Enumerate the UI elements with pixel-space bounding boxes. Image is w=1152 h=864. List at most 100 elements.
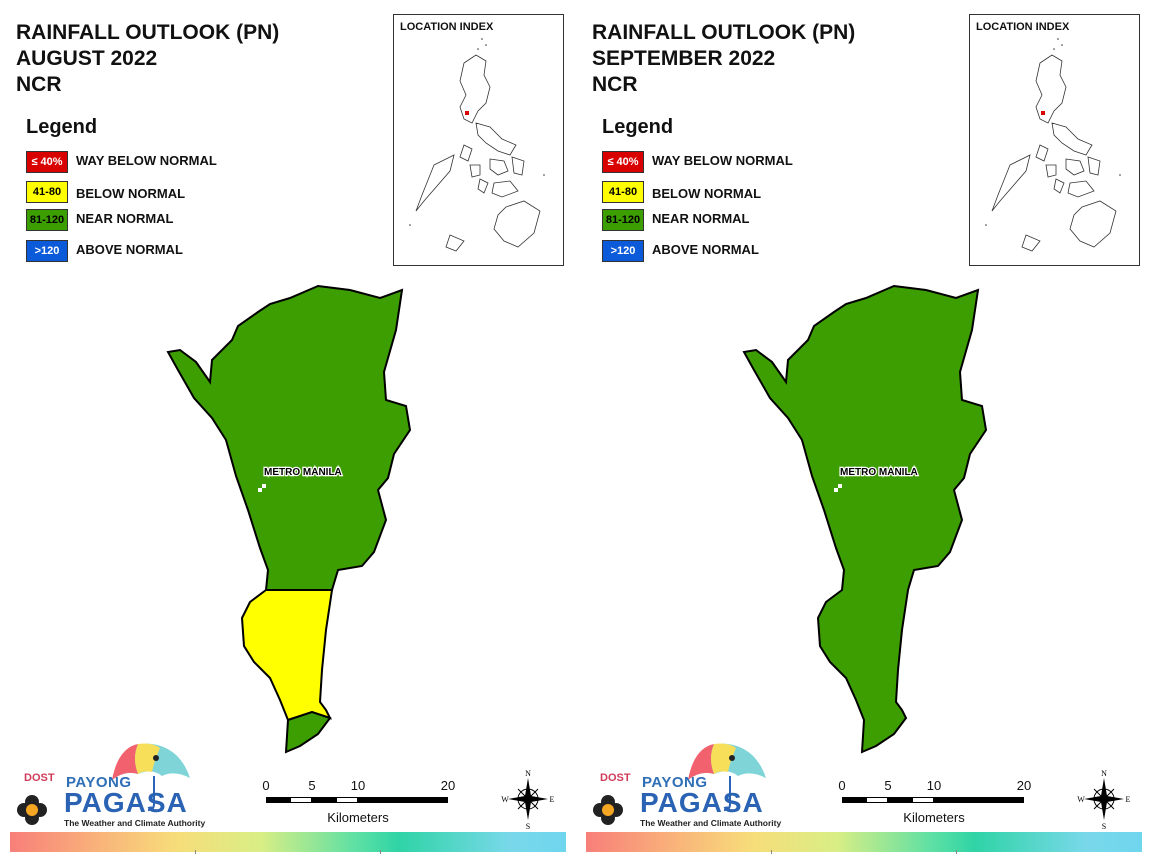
logo-payong: PAYONG xyxy=(66,774,132,791)
scale-tick: 10 xyxy=(926,778,942,793)
scale-segment xyxy=(290,797,312,803)
scale-segment xyxy=(358,797,448,803)
near-normal-zone xyxy=(166,284,412,591)
legend-swatch: >120 xyxy=(602,240,644,262)
footer-gradient-strip xyxy=(10,832,566,854)
manila-marker-pixel xyxy=(258,488,262,492)
philippines-outline-map xyxy=(985,38,1121,252)
scale-tick: 5 xyxy=(884,778,892,793)
strip-divider xyxy=(771,850,772,854)
scale-tick: 20 xyxy=(1016,778,1032,793)
compass-n: N xyxy=(1101,769,1107,778)
scale-segment xyxy=(866,797,888,803)
scale-segment xyxy=(312,797,336,803)
scale-segment xyxy=(266,797,290,803)
compass-rose-icon: N S W E xyxy=(501,769,555,831)
map-title: RAINFALL OUTLOOK (PN) AUGUST 2022 NCR xyxy=(16,20,279,98)
scale-tick: 10 xyxy=(350,778,366,793)
legend-label: ABOVE NORMAL xyxy=(76,242,183,257)
ncr-location-marker xyxy=(465,111,469,115)
philippines-outline-map xyxy=(409,38,545,252)
logo-tagline: The Weather and Climate Authority xyxy=(64,818,206,828)
legend-swatch: 41-80 xyxy=(602,181,644,203)
manila-marker xyxy=(838,484,842,488)
legend-label: WAY BELOW NORMAL xyxy=(652,153,793,168)
scale-bar: 0 5 10 20 Kilometers xyxy=(258,778,458,828)
strip-divider xyxy=(195,850,196,854)
north-arrow-compass: N S W E xyxy=(1076,766,1132,832)
logo-pagasa: PAGASA xyxy=(640,787,764,818)
manila-marker-pixel xyxy=(834,488,838,492)
scale-segment xyxy=(888,797,912,803)
title-line-3: NCR xyxy=(16,73,62,96)
footer-gradient-strip xyxy=(586,832,1142,854)
compass-e: E xyxy=(1126,795,1131,804)
below-normal-zone xyxy=(240,589,334,722)
legend-label: NEAR NORMAL xyxy=(76,211,174,226)
scale-segment xyxy=(842,797,866,803)
legend-title: Legend xyxy=(602,116,674,138)
scale-bar: 0 5 10 20 Kilometers xyxy=(834,778,1034,828)
panel-august: RAINFALL OUTLOOK (PN) AUGUST 2022 NCR Le… xyxy=(10,14,566,854)
ncr-rainfall-map-august: METRO MANILA xyxy=(166,284,412,754)
legend-label: BELOW NORMAL xyxy=(76,186,186,201)
compass-rose-icon: N S W E xyxy=(1077,769,1131,831)
compass-n: N xyxy=(525,769,531,778)
near-normal-zone xyxy=(742,284,988,754)
scale-segment xyxy=(912,797,934,803)
scale-units: Kilometers xyxy=(903,810,965,825)
scale-tick: 20 xyxy=(440,778,456,793)
location-index-label: LOCATION INDEX xyxy=(400,21,494,33)
title-line-1: RAINFALL OUTLOOK (PN) xyxy=(592,21,856,44)
logo-pagasa: PAGASA xyxy=(64,787,188,818)
legend-swatch: ≤ 40% xyxy=(602,151,644,173)
panel-september: RAINFALL OUTLOOK (PN) SEPTEMBER 2022 NCR… xyxy=(576,0,1152,864)
region-label: METRO MANILA xyxy=(264,467,342,478)
title-line-3: NCR xyxy=(592,73,638,96)
strip-divider xyxy=(956,850,957,854)
legend-label: ABOVE NORMAL xyxy=(652,242,759,257)
legend-label: BELOW NORMAL xyxy=(652,186,762,201)
legend-label: NEAR NORMAL xyxy=(652,211,750,226)
scale-segment xyxy=(336,797,358,803)
compass-e: E xyxy=(550,795,555,804)
location-index-label: LOCATION INDEX xyxy=(976,21,1070,33)
logo-dost: DOST xyxy=(600,772,631,784)
payong-pagasa-logo: DOST PAYONG PAGASA The Weather and Clima… xyxy=(14,740,214,835)
north-arrow-compass: N S W E xyxy=(500,766,556,832)
map-title: RAINFALL OUTLOOK (PN) SEPTEMBER 2022 NCR xyxy=(592,20,855,98)
logo-payong: PAYONG xyxy=(642,774,708,791)
region-label: METRO MANILA xyxy=(840,467,918,478)
scale-segment xyxy=(934,797,1024,803)
scale-units: Kilometers xyxy=(327,810,389,825)
logo-dost: DOST xyxy=(24,772,55,784)
near-normal-zone-tip xyxy=(284,710,332,754)
scale-tick: 5 xyxy=(308,778,316,793)
compass-s: S xyxy=(526,822,530,831)
logo-tagline: The Weather and Climate Authority xyxy=(640,818,782,828)
manila-marker xyxy=(262,484,266,488)
location-index-inset: LOCATION INDEX xyxy=(393,14,564,266)
umbrella-logo-icon xyxy=(593,743,766,825)
legend-swatch: 81-120 xyxy=(26,209,68,231)
umbrella-logo-icon xyxy=(17,743,190,825)
legend-swatch: >120 xyxy=(26,240,68,262)
ncr-location-marker xyxy=(1041,111,1045,115)
ncr-rainfall-map-september: METRO MANILA xyxy=(742,284,988,754)
legend-title: Legend xyxy=(26,116,98,138)
scale-tick: 0 xyxy=(262,778,270,793)
location-index-inset: LOCATION INDEX xyxy=(969,14,1140,266)
title-line-2: AUGUST 2022 xyxy=(16,47,158,70)
title-line-2: SEPTEMBER 2022 xyxy=(592,47,776,70)
legend-swatch: ≤ 40% xyxy=(26,151,68,173)
compass-w: W xyxy=(501,795,509,804)
compass-s: S xyxy=(1102,822,1106,831)
legend-swatch: 41-80 xyxy=(26,181,68,203)
legend-label: WAY BELOW NORMAL xyxy=(76,153,217,168)
strip-divider xyxy=(380,850,381,854)
payong-pagasa-logo: DOST PAYONG PAGASA The Weather and Clima… xyxy=(590,740,790,835)
title-line-1: RAINFALL OUTLOOK (PN) xyxy=(16,21,280,44)
scale-tick: 0 xyxy=(838,778,846,793)
legend-swatch: 81-120 xyxy=(602,209,644,231)
compass-w: W xyxy=(1077,795,1085,804)
